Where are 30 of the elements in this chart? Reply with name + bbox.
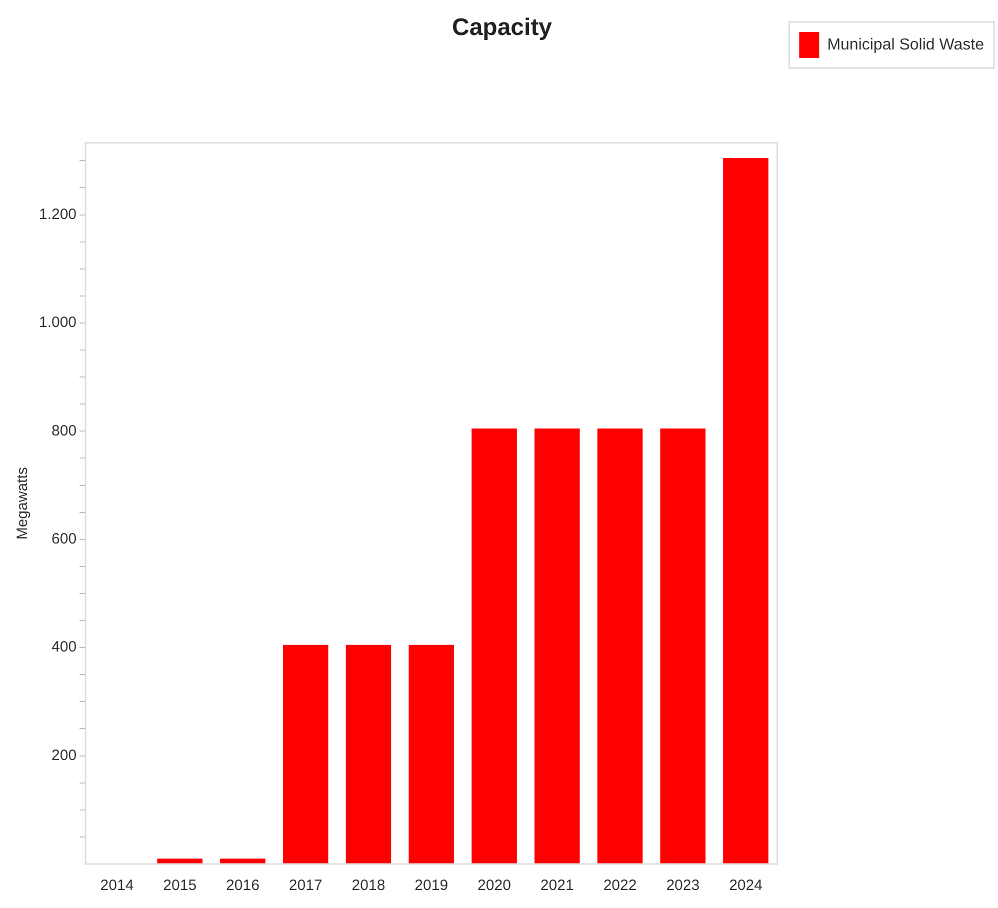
bar bbox=[346, 644, 392, 864]
y-tick-label: 1.000 bbox=[38, 314, 77, 332]
bar bbox=[220, 858, 266, 864]
x-tick-label: 2021 bbox=[540, 877, 574, 894]
bar bbox=[660, 428, 706, 864]
x-tick-label: 2023 bbox=[666, 877, 700, 894]
chart-title: Capacity bbox=[452, 14, 553, 42]
x-tick-label: 2022 bbox=[603, 877, 637, 894]
bar bbox=[157, 858, 202, 864]
x-tick-label: 2024 bbox=[729, 877, 762, 894]
x-tick-label: 2020 bbox=[478, 877, 511, 894]
bar bbox=[534, 428, 580, 864]
y-tick-label: 1.200 bbox=[38, 206, 77, 223]
x-tick-label: 2016 bbox=[226, 877, 260, 894]
y-tick-label: 200 bbox=[52, 746, 77, 764]
bar bbox=[282, 644, 328, 864]
x-tick-label: 2019 bbox=[414, 877, 448, 894]
bar bbox=[723, 158, 768, 864]
x-tick-label: 2018 bbox=[352, 877, 386, 894]
x-tick-label: 2017 bbox=[288, 877, 322, 894]
legend-label: Municipal Solid Waste bbox=[827, 36, 984, 54]
x-tick-label: 2014 bbox=[100, 877, 134, 894]
x-tick-label: 2015 bbox=[163, 877, 197, 894]
bar bbox=[472, 428, 517, 864]
y-tick-label: 400 bbox=[52, 638, 77, 656]
bar bbox=[408, 644, 454, 864]
bar bbox=[597, 428, 643, 864]
y-axis-title: Megawatts bbox=[14, 467, 32, 540]
y-tick-label: 800 bbox=[52, 422, 77, 440]
y-tick-label: 600 bbox=[52, 530, 77, 548]
